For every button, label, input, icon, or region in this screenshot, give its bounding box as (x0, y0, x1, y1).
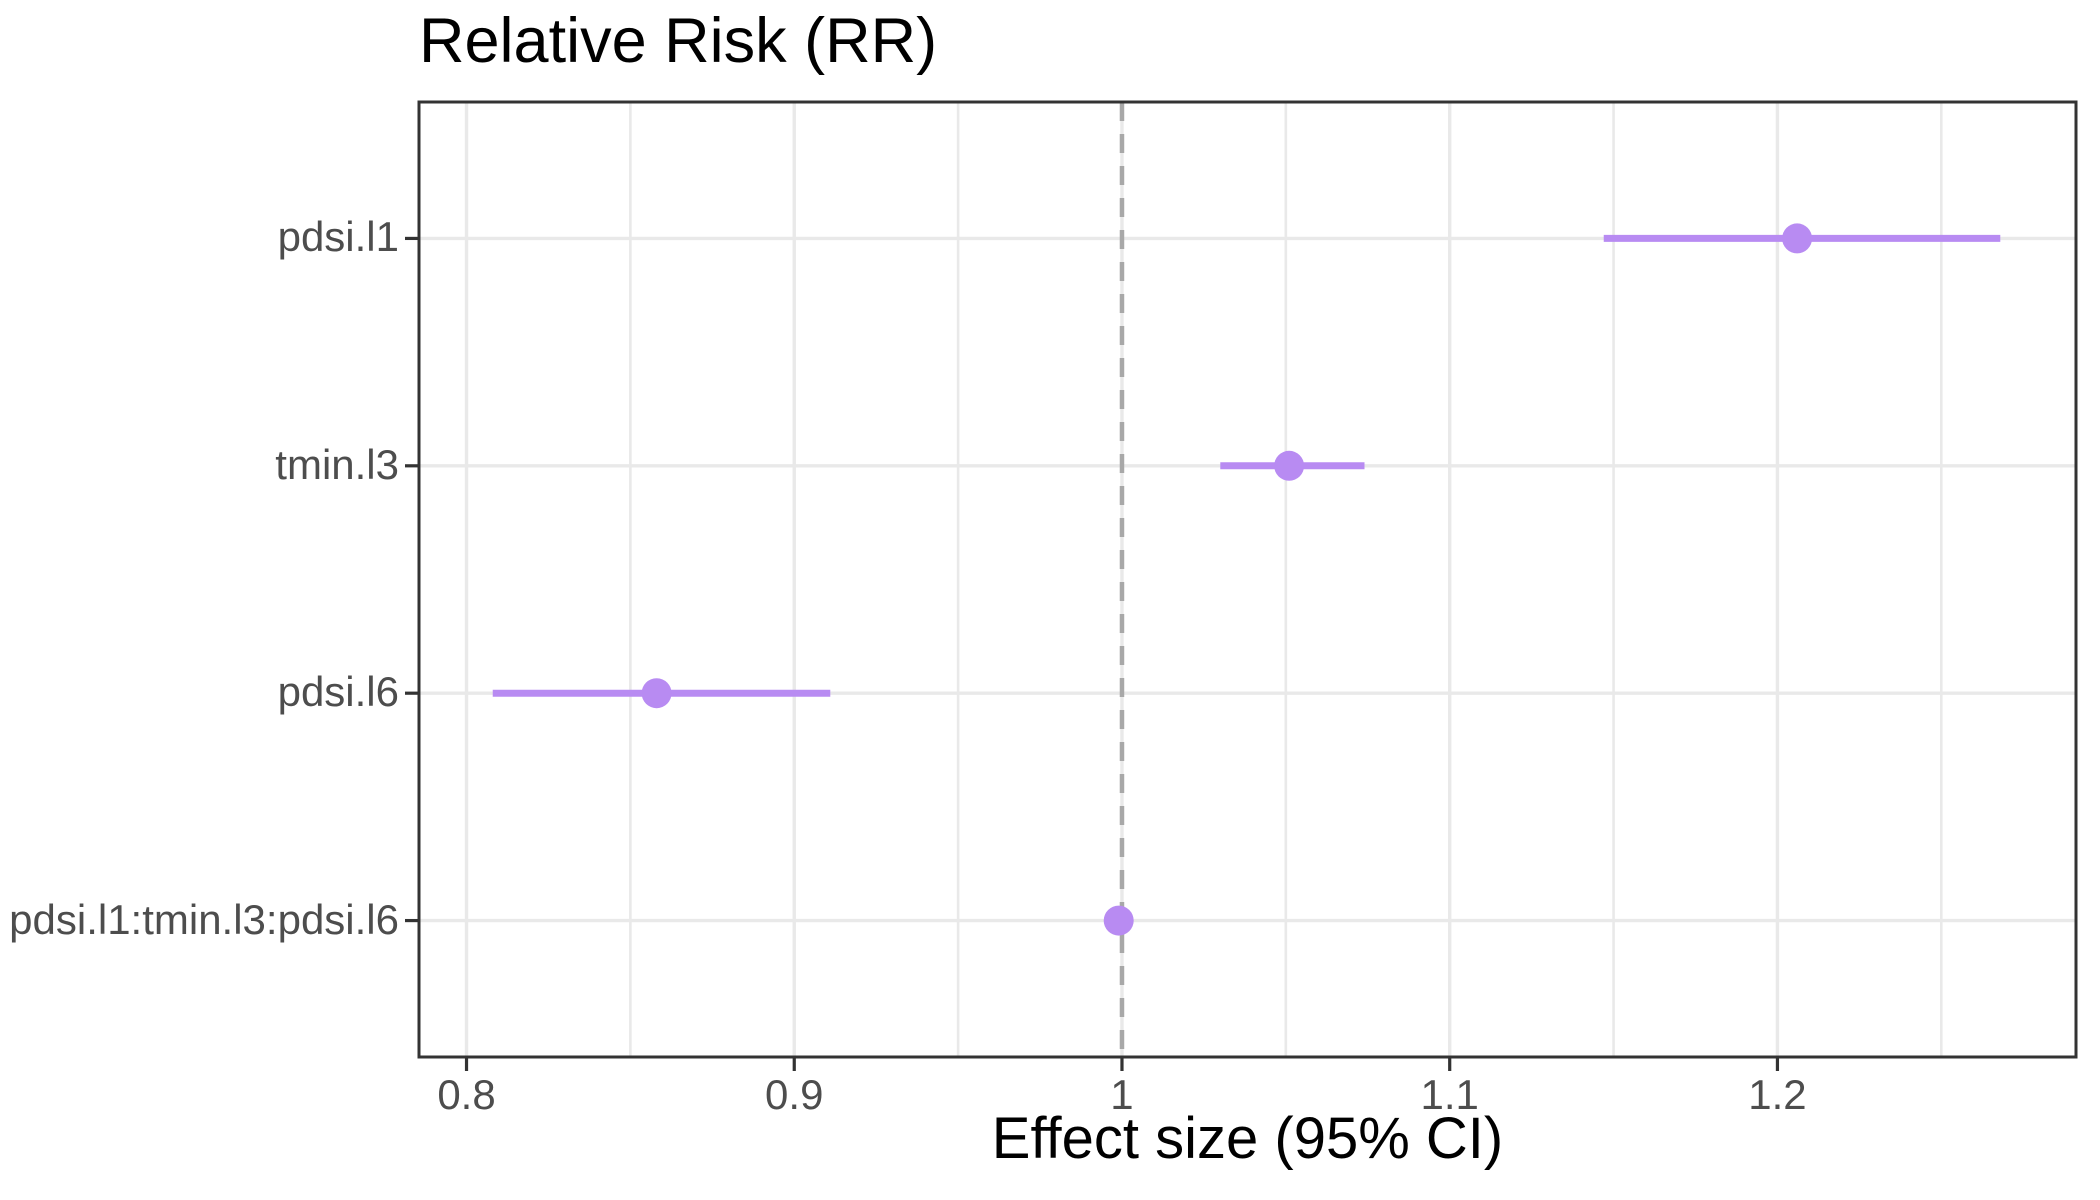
x-axis-title: Effect size (95% CI) (991, 1106, 1504, 1171)
y-tick-label: pdsi.l1 (277, 213, 399, 261)
point-marker (641, 678, 672, 709)
point-marker (1274, 450, 1305, 481)
x-tick-label: 0.9 (765, 1071, 824, 1118)
x-tick-label: 1.1 (1420, 1071, 1479, 1118)
x-tick-label: 1.2 (1748, 1071, 1807, 1118)
x-tick-label: 1 (1110, 1071, 1134, 1118)
x-tick-label: 0.8 (437, 1071, 496, 1118)
y-tick-label: pdsi.l6 (277, 668, 399, 716)
panel-border (417, 100, 2078, 1059)
point-marker (1782, 223, 1813, 254)
point-marker (1103, 905, 1134, 936)
y-tick-label: tmin.l3 (275, 440, 399, 488)
y-tick-label: pdsi.l1:tmin.l3:pdsi.l6 (9, 895, 399, 943)
plot-title: Relative Risk (RR) (419, 6, 938, 76)
